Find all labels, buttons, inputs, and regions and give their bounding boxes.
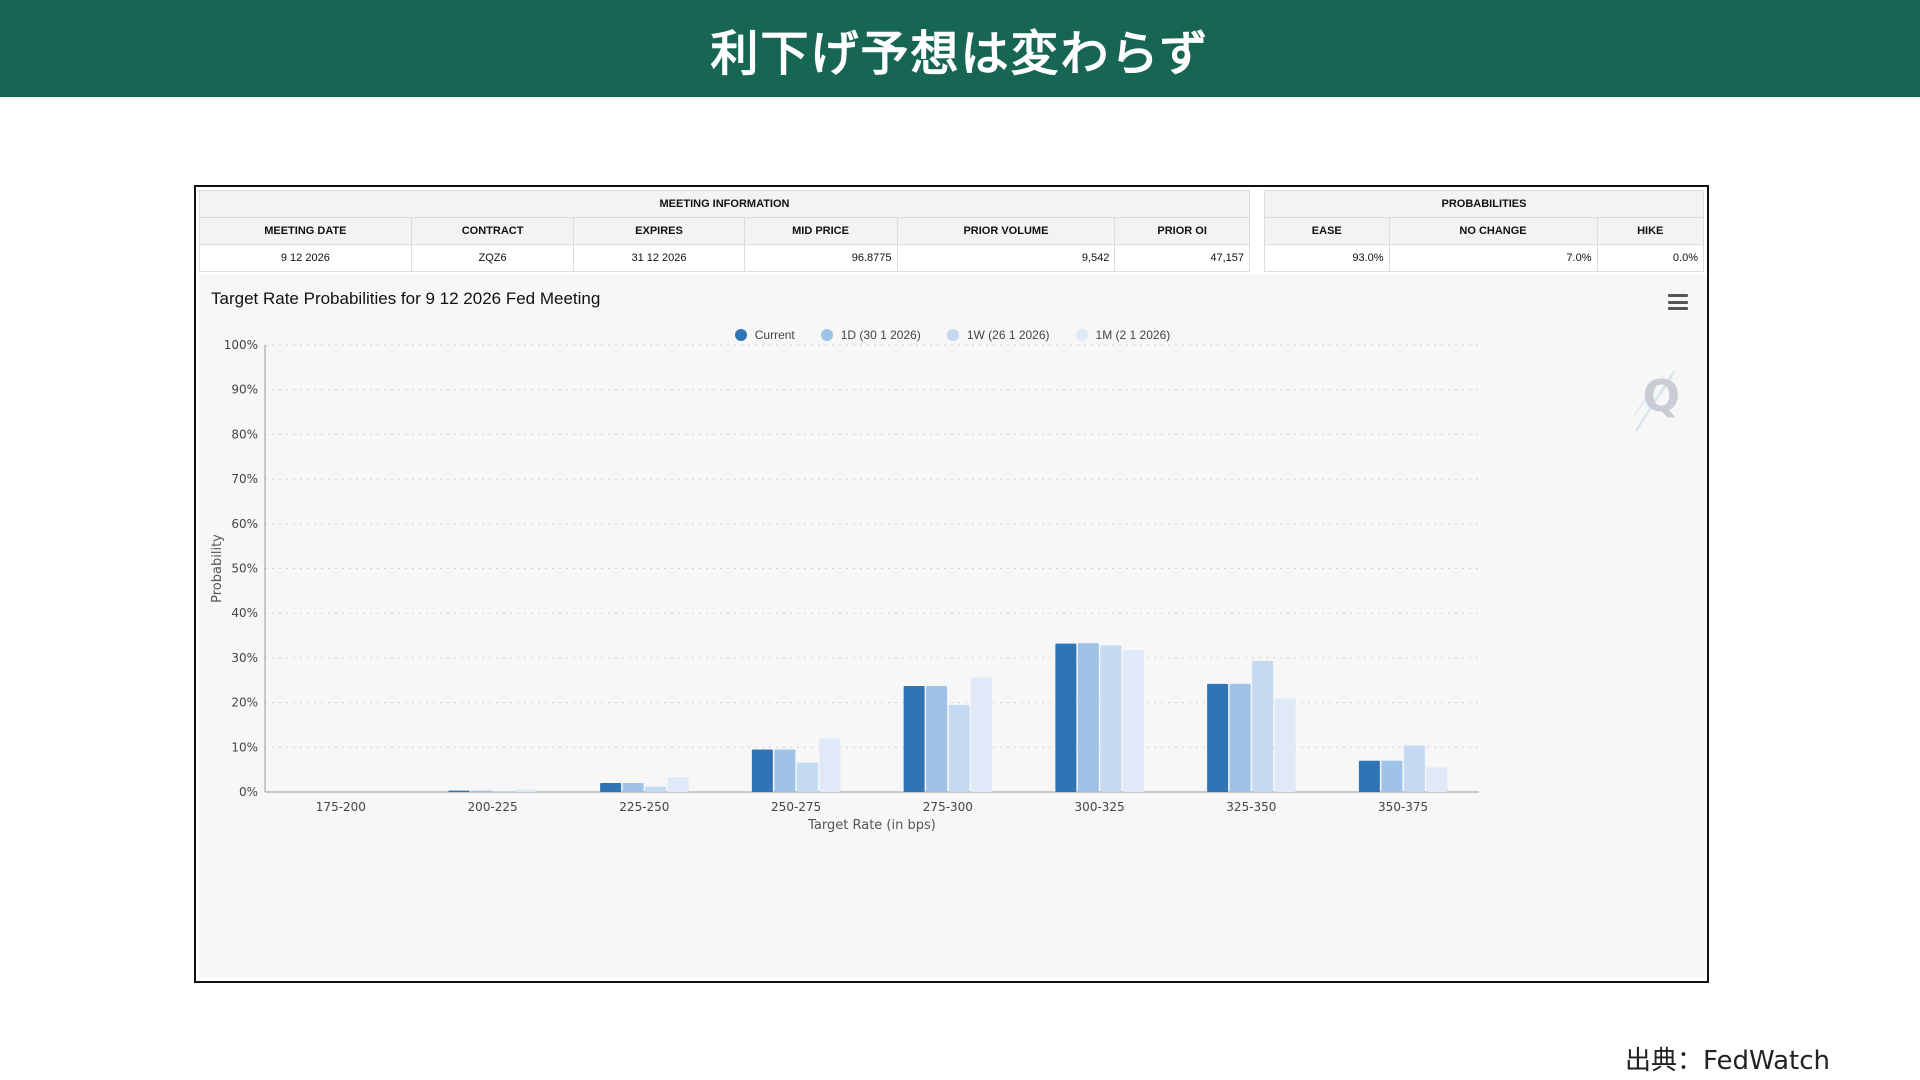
chart-title: Target Rate Probabilities for 9 12 2026 …: [211, 289, 601, 308]
bar: [645, 786, 667, 792]
column-meeting-date: MEETING DATE: [199, 217, 412, 245]
bar: [448, 790, 470, 792]
x-tick-label: 225-250: [619, 800, 669, 814]
title-banner: 利下げ予想は変わらず: [0, 0, 1920, 97]
bar: [926, 686, 948, 792]
y-tick-label: 20%: [231, 696, 258, 710]
bar: [1100, 645, 1122, 792]
legend-item-1m[interactable]: 1M (2 1 2026): [1075, 328, 1171, 342]
y-tick-label: 50%: [231, 562, 258, 576]
column-expires: EXPIRES: [573, 217, 745, 245]
bar: [1229, 683, 1251, 792]
y-tick-label: 100%: [224, 338, 258, 352]
column-contract: CONTRACT: [410, 217, 575, 245]
meeting-values-row: 9 12 2026 ZQZ6 31 12 2026 96.8775 9,542 …: [199, 244, 1250, 272]
y-axis-title: Probability: [210, 534, 225, 603]
legend-swatch: [820, 329, 833, 341]
bar: [1055, 643, 1077, 792]
x-tick-label: 275-300: [923, 800, 973, 814]
y-tick-label: 70%: [231, 472, 258, 486]
legend-label: 1W (26 1 2026): [966, 328, 1050, 342]
meeting-information-header: MEETING INFORMATION: [199, 190, 1250, 218]
meeting-columns-row: MEETING DATE CONTRACT EXPIRES MID PRICE …: [199, 217, 1250, 245]
x-tick-label: 200-225: [468, 800, 518, 814]
x-tick-label: 325-350: [1226, 800, 1276, 814]
legend-item-current[interactable]: Current: [734, 328, 795, 342]
legend-item-1d[interactable]: 1D (30 1 2026): [820, 328, 921, 342]
y-tick-label: 80%: [231, 427, 258, 441]
x-axis-title: Target Rate (in bps): [807, 818, 936, 833]
legend-item-1w[interactable]: 1W (26 1 2026): [946, 328, 1050, 342]
meeting-information-table: MEETING INFORMATION MEETING DATE CONTRAC…: [199, 190, 1250, 272]
column-prior-volume: PRIOR VOLUME: [896, 217, 1116, 245]
bar: [1077, 643, 1099, 792]
bar: [1274, 698, 1296, 792]
prior-volume-value: 9,542: [896, 244, 1116, 272]
bar: [1381, 760, 1403, 792]
watermark-q: Q: [1642, 371, 1680, 422]
probabilities-header: PROBABILITIES: [1264, 190, 1704, 218]
bar: [819, 738, 841, 792]
mid-price-value: 96.8775: [743, 244, 898, 272]
y-tick-label: 0%: [239, 785, 258, 799]
bar: [622, 783, 644, 792]
bar: [751, 749, 773, 792]
bar: [774, 749, 796, 792]
column-no-change: NO CHANGE: [1388, 217, 1598, 245]
bar: [1252, 661, 1274, 792]
chart-legend: Current 1D (30 1 2026) 1W (26 1 2026) 1M…: [199, 328, 1706, 342]
legend-label: Current: [754, 328, 795, 342]
ease-value: 93.0%: [1264, 244, 1390, 272]
bar: [971, 677, 993, 792]
bar: [600, 783, 622, 792]
column-mid-price: MID PRICE: [743, 217, 898, 245]
x-tick-label: 175-200: [316, 800, 366, 814]
bar: [667, 777, 689, 792]
bar: [1358, 760, 1380, 792]
y-tick-label: 90%: [231, 383, 258, 397]
probabilities-table: PROBABILITIES EASE NO CHANGE HIKE 93.0% …: [1264, 190, 1704, 272]
bar: [796, 762, 818, 792]
expires-value: 31 12 2026: [573, 244, 745, 272]
prior-oi-value: 47,157: [1114, 244, 1250, 272]
column-ease: EASE: [1264, 217, 1390, 245]
probabilities-columns-row: EASE NO CHANGE HIKE: [1264, 217, 1704, 245]
legend-swatch: [734, 329, 747, 341]
bar: [493, 791, 515, 792]
y-tick-label: 10%: [231, 740, 258, 754]
bar: [1403, 745, 1425, 792]
bar: [903, 686, 925, 792]
x-tick-label: 350-375: [1378, 800, 1428, 814]
contract-value: ZQZ6: [410, 244, 575, 272]
bar: [470, 790, 492, 792]
y-tick-label: 30%: [231, 651, 258, 665]
bar: [948, 704, 970, 792]
page-title: 利下げ予想は変わらず: [710, 25, 1210, 82]
hike-value: 0.0%: [1596, 244, 1704, 272]
legend-label: 1D (30 1 2026): [840, 328, 921, 342]
no-change-value: 7.0%: [1388, 244, 1598, 272]
y-tick-label: 40%: [231, 606, 258, 620]
watermark-logo: Q: [1633, 365, 1684, 435]
bar: [1207, 683, 1229, 792]
legend-swatch: [1075, 329, 1088, 341]
probabilities-values-row: 93.0% 7.0% 0.0%: [1264, 244, 1704, 272]
column-prior-oi: PRIOR OI: [1114, 217, 1250, 245]
x-tick-label: 300-325: [1075, 800, 1125, 814]
chart-panel: Target Rate Probabilities for 9 12 2026 …: [199, 275, 1706, 978]
legend-label: 1M (2 1 2026): [1095, 328, 1171, 342]
fedwatch-panel: MEETING INFORMATION MEETING DATE CONTRAC…: [194, 185, 1709, 983]
hamburger-menu-icon[interactable]: [1668, 294, 1688, 310]
legend-swatch: [946, 329, 959, 341]
y-tick-label: 60%: [231, 517, 258, 531]
column-hike: HIKE: [1596, 217, 1704, 245]
bar: [1426, 767, 1448, 792]
watermark-stripes: [1633, 370, 1675, 432]
x-tick-label: 250-275: [771, 800, 821, 814]
meeting-date-value: 9 12 2026: [199, 244, 412, 272]
bar: [1122, 650, 1144, 792]
bar: [515, 789, 537, 792]
source-credit: 出典：FedWatch: [1625, 1046, 1830, 1076]
bar-chart-plot: 0% 10% 20% 30% 40% 50% 60% 70% 80% 90% 100% 175-200…: [210, 338, 1479, 833]
